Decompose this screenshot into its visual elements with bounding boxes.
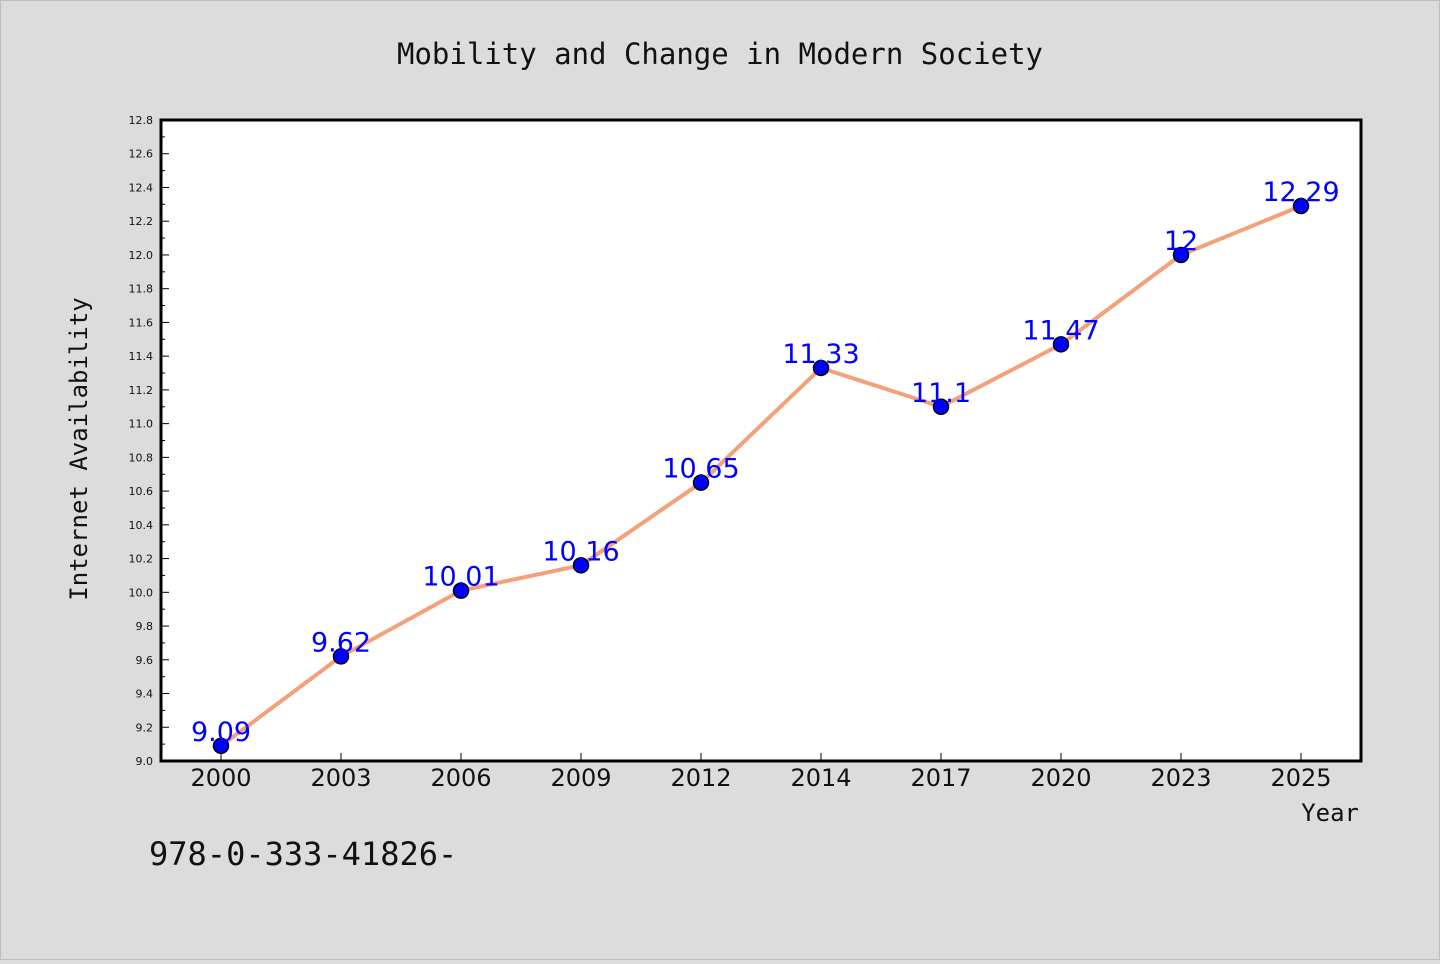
data-label: 10.65 [662, 454, 739, 485]
data-point [1292, 197, 1310, 215]
y-tick-label: 12.4 [129, 181, 154, 194]
data-point [572, 557, 590, 574]
x-tick-label: 2009 [550, 764, 611, 792]
x-tick-label: 2012 [670, 764, 731, 792]
data-point [212, 737, 230, 755]
y-axis-label: Internet Availability [65, 297, 93, 600]
y-tick-label: 9.6 [136, 654, 154, 667]
x-tick-label: 2020 [1030, 764, 1091, 792]
footnote-text: 978-0-333-41826- [149, 835, 457, 873]
data-label: 10.16 [542, 536, 619, 567]
y-tick-label: 11.2 [129, 384, 154, 397]
plot-area [159, 118, 1363, 763]
x-tick-label: 2003 [310, 764, 371, 792]
x-axis-label: Year [1301, 799, 1359, 827]
y-axis: 9.0 9.2 9.4 9.6 9.8 10.0 10.2 10.4 10.6 10.8 11.0 1… [129, 114, 169, 768]
y-tick-label: 11.6 [129, 316, 154, 329]
x-tick-label: 2006 [430, 764, 491, 792]
data-point [812, 359, 830, 377]
x-tick-label: 2014 [790, 764, 851, 792]
y-tick-label: 10.2 [129, 553, 154, 566]
data-label: 9.62 [311, 627, 371, 658]
data-label: 11.1 [911, 378, 971, 409]
y-tick-label: 12.6 [129, 148, 154, 161]
x-axis: 2000 2003 2006 2009 2012 2014 2017 2020 2023 2025 [190, 753, 1332, 792]
data-series [212, 197, 1310, 755]
data-point [332, 648, 350, 665]
data-point [1172, 246, 1190, 264]
data-label: 11.33 [782, 339, 859, 370]
y-tick-label: 11.8 [129, 283, 154, 296]
y-tick-label: 9.0 [136, 755, 154, 768]
y-tick-label: 12.8 [129, 114, 154, 127]
y-tick-label: 12.2 [129, 215, 154, 228]
y-tick-label: 9.4 [136, 688, 154, 701]
y-tick-label: 12.0 [129, 249, 154, 262]
data-point [1052, 336, 1070, 353]
data-label: 9.09 [191, 717, 251, 748]
data-label: 12 [1164, 226, 1198, 257]
data-point [932, 398, 950, 416]
y-tick-label: 10.4 [129, 519, 154, 532]
y-tick-label: 10.8 [129, 451, 154, 464]
y-tick-label: 10.0 [129, 586, 154, 599]
y-tick-label: 9.8 [136, 620, 154, 633]
data-label: 10.01 [422, 562, 499, 593]
data-label: 11.47 [1022, 315, 1099, 346]
x-tick-label: 2025 [1270, 764, 1331, 792]
data-labels: 9.09 9.62 10.01 10.16 10.65 11.33 11.1 11.47 12 1… [191, 177, 1340, 748]
y-tick-label: 9.2 [136, 721, 154, 734]
x-tick-label: 2000 [190, 764, 251, 792]
data-label: 12.29 [1262, 177, 1339, 208]
chart-title: Mobility and Change in Modern Society [397, 37, 1043, 71]
y-tick-label: 10.6 [129, 485, 154, 498]
x-tick-label: 2023 [1150, 764, 1211, 792]
x-tick-label: 2017 [910, 764, 971, 792]
series-line [219, 204, 1302, 748]
data-point [692, 474, 710, 491]
y-tick-label: 11.4 [129, 350, 154, 363]
data-point [452, 582, 470, 599]
y-tick-label: 11.0 [129, 418, 154, 431]
